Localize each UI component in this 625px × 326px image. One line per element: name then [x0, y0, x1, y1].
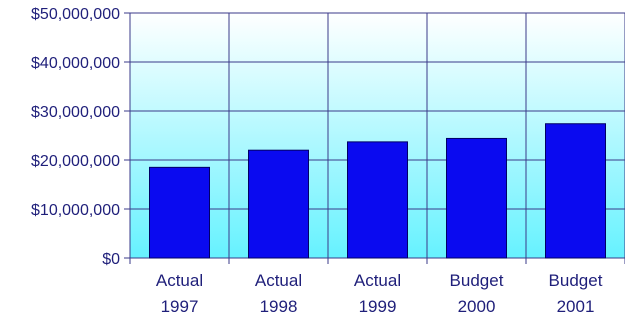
bar-3: [446, 137, 507, 259]
y-tick-label: $0: [102, 251, 120, 268]
bar-2: [347, 141, 408, 259]
x-axis-tick-labels: Actual 1997 Actual 1998 Actual 1999 Budget 2000…: [156, 271, 603, 316]
x-tick-label: Actual: [255, 271, 302, 290]
x-tick-label: 1999: [359, 297, 397, 316]
bars: [149, 123, 606, 259]
x-tick-label: Budget: [450, 271, 504, 290]
y-tick-label: $50,000,000: [31, 6, 120, 23]
bar-1: [248, 149, 309, 259]
y-tick-label: $30,000,000: [31, 104, 120, 121]
x-tick-label: 2001: [557, 297, 595, 316]
x-tick-label: 1997: [161, 297, 199, 316]
y-axis-tick-labels: $0 $10,000,000 $20,000,000 $30,000,000 $40,0…: [31, 6, 120, 268]
bar-0: [149, 166, 210, 259]
x-tick-label: Budget: [549, 271, 603, 290]
x-tick-label: Actual: [156, 271, 203, 290]
x-tick-label: 2000: [458, 297, 496, 316]
bar-4: [545, 123, 606, 259]
y-tick-label: $40,000,000: [31, 55, 120, 72]
y-tick-label: $20,000,000: [31, 153, 120, 170]
x-tick-label: Actual: [354, 271, 401, 290]
y-tick-label: $10,000,000: [31, 202, 120, 219]
x-tick-label: 1998: [260, 297, 298, 316]
